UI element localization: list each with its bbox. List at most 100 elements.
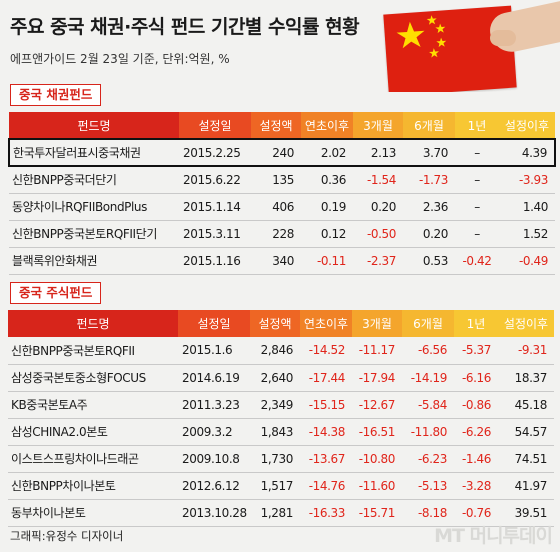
fund-1y: -6.26: [454, 418, 498, 446]
fund-since: 39.51: [498, 499, 554, 527]
fund-6m: -1.73: [403, 166, 455, 194]
fund-amount: 406: [251, 193, 301, 221]
fund-ytd: 0.12: [301, 220, 353, 248]
fund-name: 동부차이나본토: [8, 499, 178, 527]
fund-date: 2013.10.28: [178, 499, 250, 527]
table-row: 신한BNPP차이나본토 2012.6.12 1,517 -14.76 -11.6…: [8, 472, 554, 500]
table-row: 신한BNPP중국본토RQFII 2015.1.6 2,846 -14.52 -1…: [8, 337, 554, 365]
col-header-amount: 설정액: [251, 112, 301, 139]
fund-amount: 240: [251, 138, 301, 167]
col-header-3m: 3개월: [353, 112, 403, 139]
fund-1y: -5.37: [454, 337, 498, 365]
fund-3m: -12.67: [352, 391, 402, 419]
fund-6m: 0.20: [403, 220, 455, 248]
col-header-date: 설정일: [178, 310, 250, 337]
page-title: 주요 중국 채권·주식 펀드 기간별 수익률 현황: [10, 16, 360, 38]
col-header-ytd: 연초이후: [301, 112, 353, 139]
fund-1y: -6.16: [454, 364, 498, 392]
fund-date: 2011.3.23: [178, 391, 250, 419]
fund-amount: 1,730: [250, 445, 300, 473]
fund-ytd: -17.44: [300, 364, 352, 392]
fund-name: 신한BNPP중국더단기: [9, 166, 179, 194]
fund-3m: -1.54: [353, 166, 403, 194]
table-row: 신한BNPP중국본토RQFII단기 2015.3.11 228 0.12 -0.…: [9, 220, 555, 248]
stock-table-header: 펀드명 설정일 설정액 연초이후 3개월 6개월 1년 설정이후: [8, 310, 554, 337]
table-row: 블랙록위안화채권 2015.1.16 340 -0.11 -2.37 0.53 …: [9, 247, 555, 275]
fund-1y: –: [455, 138, 499, 167]
fund-1y: -1.46: [454, 445, 498, 473]
fund-since: -9.31: [498, 337, 554, 365]
table-row: 한국투자달러표시중국채권 2015.2.25 240 2.02 2.13 3.7…: [8, 138, 556, 167]
table-row: 신한BNPP중국더단기 2015.6.22 135 0.36 -1.54 -1.…: [9, 166, 555, 194]
fund-since: 1.40: [499, 193, 555, 221]
fund-since: 54.57: [498, 418, 554, 446]
fund-date: 2009.10.8: [178, 445, 250, 473]
fund-name: KB중국본토A주: [8, 391, 178, 419]
fund-since: 74.51: [498, 445, 554, 473]
stock-fund-table: 펀드명 설정일 설정액 연초이후 3개월 6개월 1년 설정이후 신한BNPP중…: [8, 310, 554, 527]
col-header-since: 설정이후: [499, 112, 555, 139]
bond-table-header: 펀드명 설정일 설정액 연초이후 3개월 6개월 1년 설정이후: [9, 112, 555, 139]
table-row: 동부차이나본토 2013.10.28 1,281 -16.33 -15.71 -…: [8, 499, 554, 527]
fund-3m: -2.37: [353, 247, 403, 275]
fund-ytd: -14.38: [300, 418, 352, 446]
col-header-name: 펀드명: [9, 112, 179, 139]
col-header-1y: 1년: [455, 112, 499, 139]
fund-ytd: 0.36: [301, 166, 353, 194]
fund-6m: -8.18: [402, 499, 454, 527]
fund-3m: 2.13: [353, 138, 403, 167]
col-header-3m: 3개월: [352, 310, 402, 337]
fund-1y: –: [455, 193, 499, 221]
col-header-ytd: 연초이후: [300, 310, 352, 337]
fund-date: 2015.2.25: [179, 138, 251, 167]
fund-ytd: -14.76: [300, 472, 352, 500]
stock-section-label: 중국 주식펀드: [10, 282, 102, 304]
hand-holding-flag-icon: [380, 0, 560, 92]
publisher-logo: MT 머니투데이: [434, 525, 553, 547]
fund-name: 한국투자달러표시중국채권: [8, 138, 179, 167]
fund-3m: -11.17: [352, 337, 402, 365]
page-subtitle: 에프앤가이드 2월 23일 기준, 단위:억원, %: [10, 52, 230, 66]
fund-name: 삼성중국본토중소형FOCUS: [8, 364, 178, 392]
fund-ytd: -13.67: [300, 445, 352, 473]
fund-1y: -0.76: [454, 499, 498, 527]
fund-6m: -6.56: [402, 337, 454, 365]
thumb-shape: [490, 30, 516, 46]
fund-date: 2014.6.19: [178, 364, 250, 392]
fund-name: 삼성CHINA2.0본토: [8, 418, 178, 446]
fund-amount: 340: [251, 247, 301, 275]
fund-name: 신한BNPP차이나본토: [8, 472, 178, 500]
fund-ytd: -14.52: [300, 337, 352, 365]
fund-amount: 1,517: [250, 472, 300, 500]
fund-since: -0.49: [499, 247, 555, 275]
fund-since: -3.93: [499, 166, 555, 194]
fund-name: 동양차이나RQFIIBondPlus: [9, 193, 179, 221]
fund-1y: -3.28: [454, 472, 498, 500]
fund-amount: 1,281: [250, 499, 300, 527]
fund-3m: -15.71: [352, 499, 402, 527]
fund-date: 2015.3.11: [179, 220, 251, 248]
fund-ytd: -16.33: [300, 499, 352, 527]
fund-3m: -17.94: [352, 364, 402, 392]
col-header-6m: 6개월: [403, 112, 455, 139]
fund-since: 41.97: [498, 472, 554, 500]
fund-ytd: -15.15: [300, 391, 352, 419]
fund-6m: 2.36: [403, 193, 455, 221]
bond-section-label: 중국 채권펀드: [10, 84, 102, 106]
fund-6m: -14.19: [402, 364, 454, 392]
fund-name: 블랙록위안화채권: [9, 247, 179, 275]
fund-6m: -6.23: [402, 445, 454, 473]
graphic-credit: 그래픽:유정수 디자이너: [10, 529, 124, 543]
table-row: KB중국본토A주 2011.3.23 2,349 -15.15 -12.67 -…: [8, 391, 554, 419]
fund-6m: 0.53: [403, 247, 455, 275]
fund-name: 신한BNPP중국본토RQFII단기: [9, 220, 179, 248]
fund-1y: -0.42: [455, 247, 499, 275]
fund-3m: 0.20: [353, 193, 403, 221]
fund-name: 이스트스프링차이나드래곤: [8, 445, 178, 473]
table-row: 이스트스프링차이나드래곤 2009.10.8 1,730 -13.67 -10.…: [8, 445, 554, 473]
fund-3m: -11.60: [352, 472, 402, 500]
fund-date: 2012.6.12: [178, 472, 250, 500]
fund-1y: -0.86: [454, 391, 498, 419]
fund-3m: -16.51: [352, 418, 402, 446]
fund-ytd: 0.19: [301, 193, 353, 221]
